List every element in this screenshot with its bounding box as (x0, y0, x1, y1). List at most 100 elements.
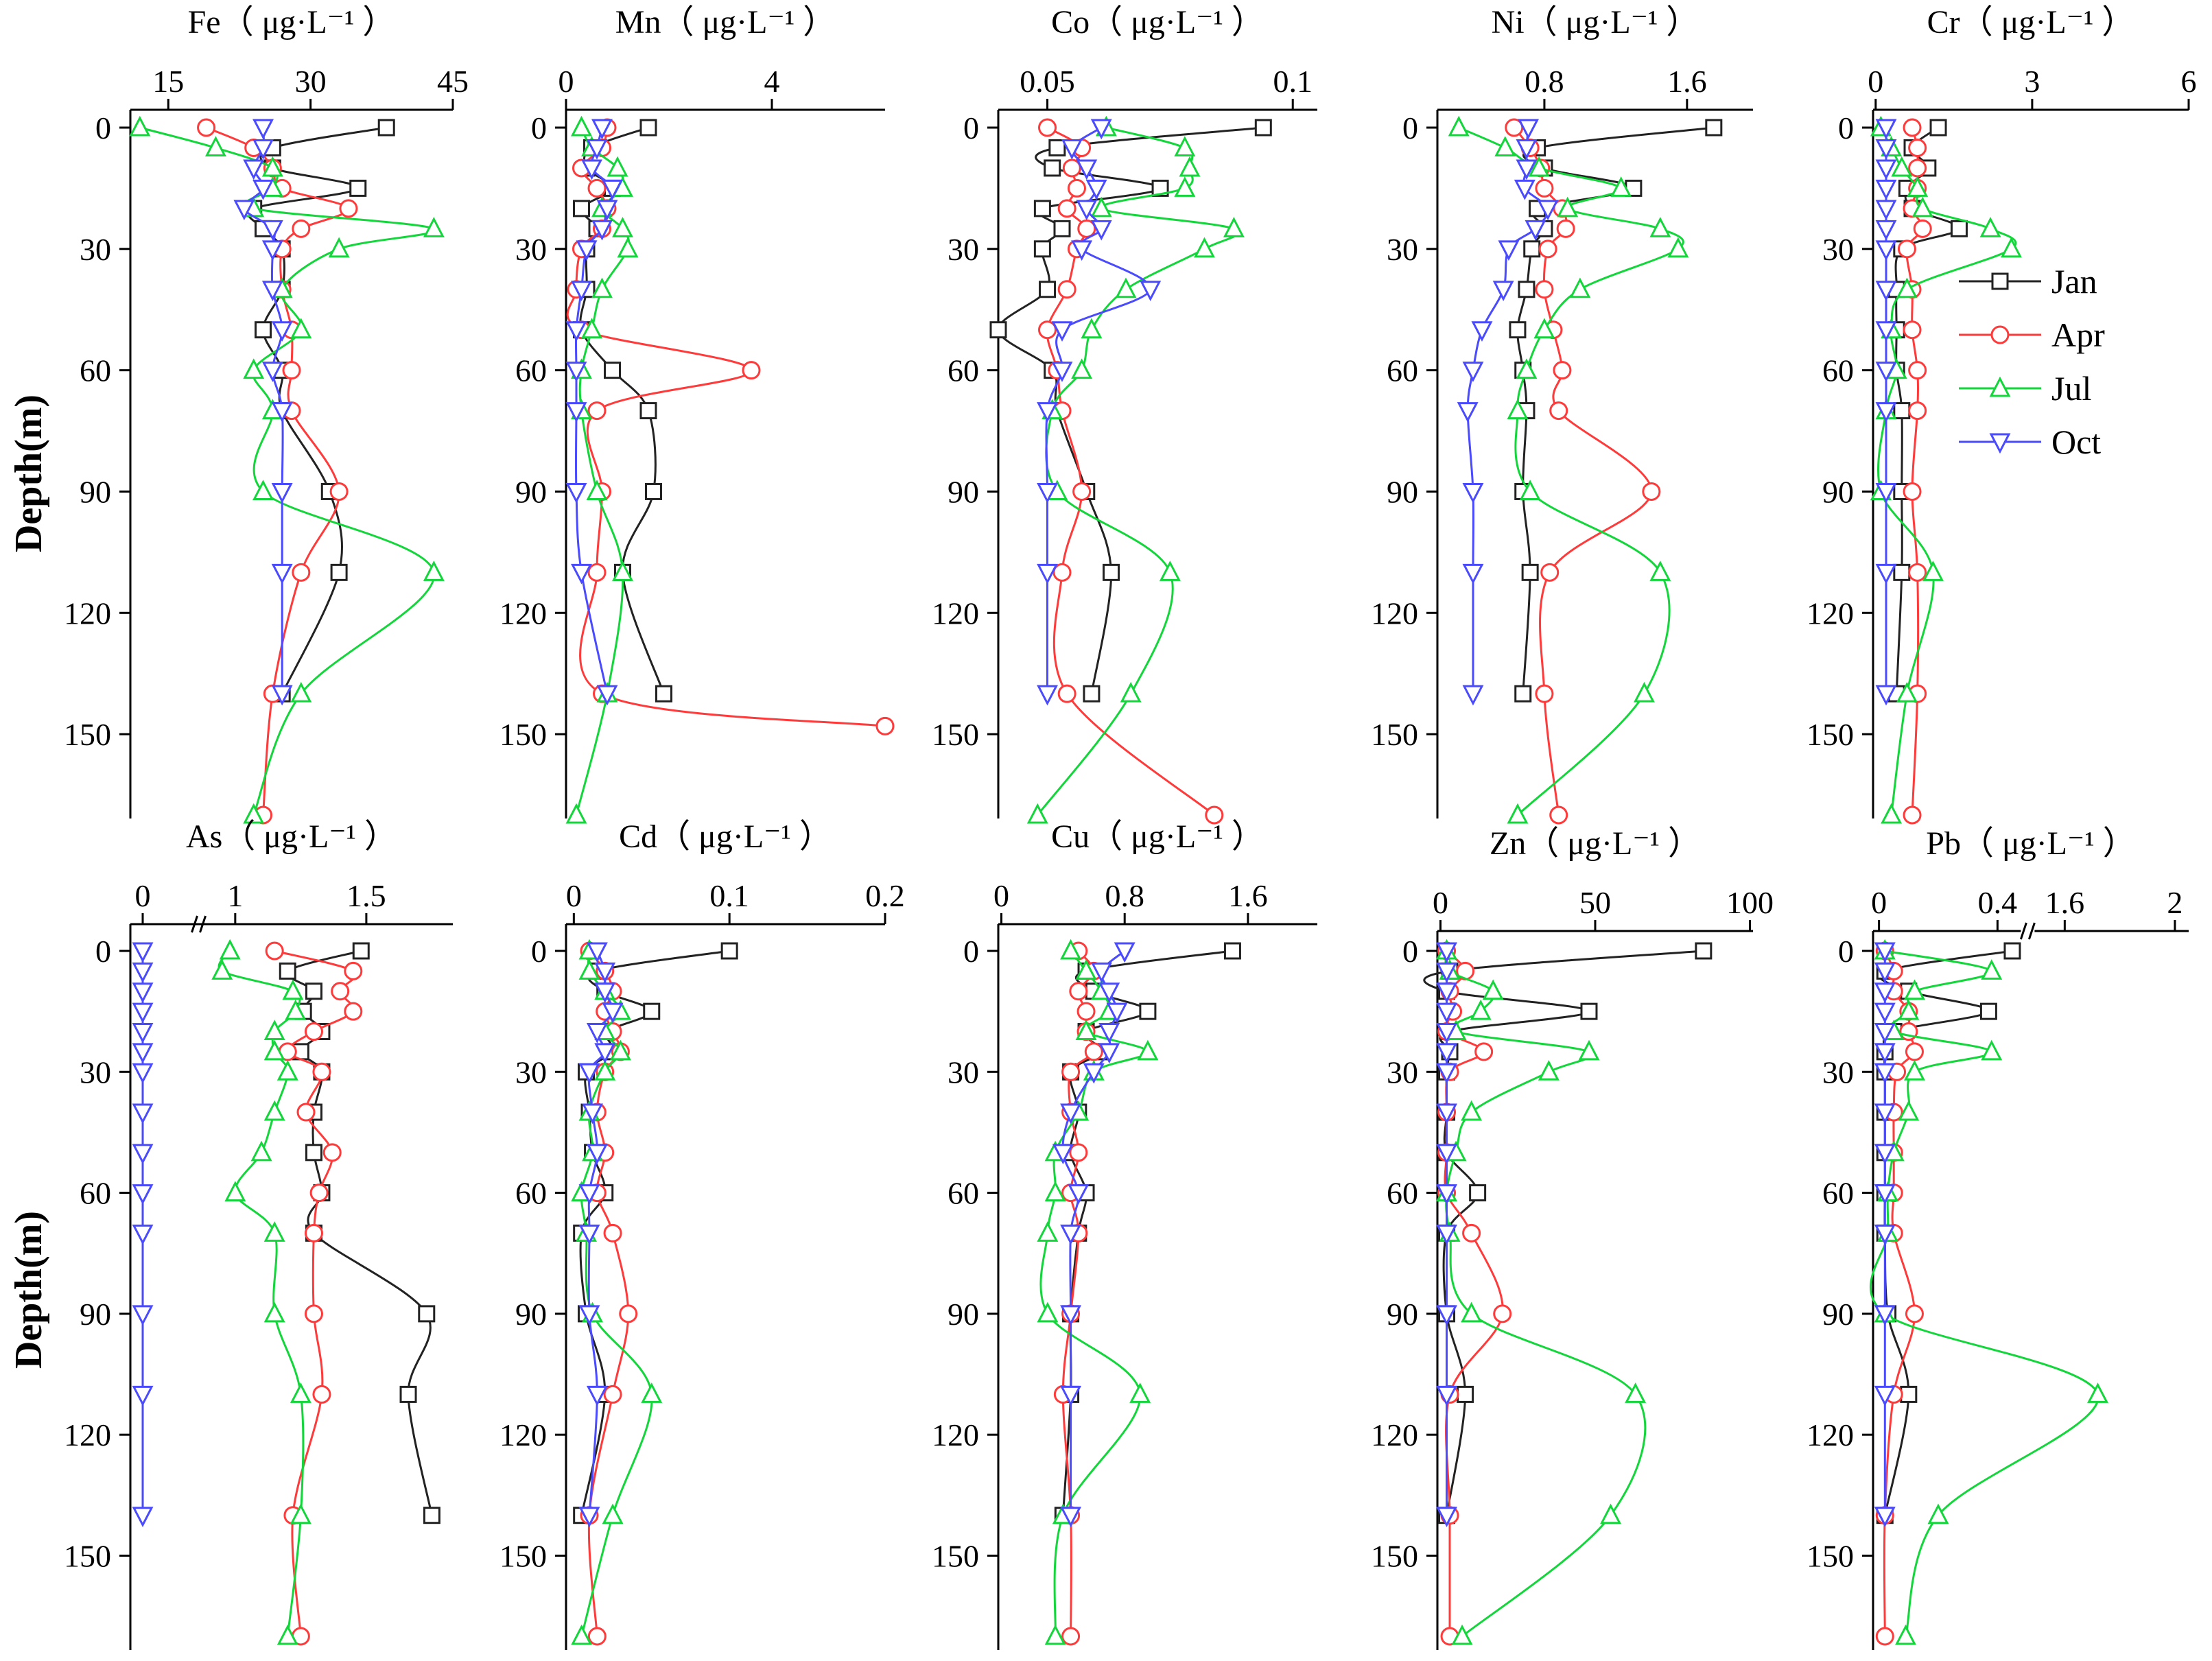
legend: Jan Apr Jul Oct (1959, 262, 2105, 461)
Ni-Jul-point (1610, 176, 1632, 197)
As-Jan-point (423, 1507, 440, 1524)
Ni-Jul-point (1519, 480, 1541, 500)
As-Jul-point (250, 1140, 272, 1162)
Fe-x-tick-label: 15 (152, 64, 184, 99)
Mn-panel-title: Mn（ μg·L⁻¹ ） (615, 4, 836, 40)
Pb-y-tick-label: 150 (1807, 1538, 1854, 1573)
As-Jul-point (285, 999, 307, 1020)
Pb-Oct-point (1874, 962, 1896, 983)
Zn-y-tick-label: 90 (1387, 1297, 1418, 1332)
Fe-y-tick-label: 0 (95, 110, 111, 145)
Co-Oct-point (1076, 200, 1098, 221)
Co-y-tick-label: 30 (948, 232, 979, 267)
Mn-Oct-point (602, 179, 623, 200)
Cu-x-tick-label: 1.6 (1228, 878, 1268, 913)
Cr-panel-title: Cr（ μg·L⁻¹ ） (1927, 4, 2135, 40)
Zn-y-tick-label: 150 (1371, 1538, 1418, 1573)
Cr-Oct-point (1875, 362, 1897, 382)
As-Oct-point (132, 962, 154, 983)
As-Oct-point (132, 1063, 154, 1084)
Pb-y-tick-label: 30 (1822, 1055, 1854, 1089)
Pb-x-tick-label: 1.6 (2045, 885, 2085, 920)
Zn-Jul-point (1461, 1301, 1483, 1323)
As-Jul-point (211, 959, 233, 980)
Co-Jul-point (1090, 196, 1112, 217)
Co-Apr-point (1052, 563, 1072, 582)
Co-x-tick-label: 0.05 (1020, 64, 1075, 99)
Cr-Oct-point (1875, 179, 1897, 200)
Cr-Oct-point (1875, 240, 1897, 261)
Mn-Jan-point (639, 402, 657, 420)
Mn-Oct-point (565, 402, 587, 423)
As-Oct-point (132, 1144, 154, 1165)
Zn-x-tick-label: 100 (1726, 885, 1774, 920)
Mn-y-tick-label: 30 (515, 232, 547, 267)
Ni-Jul-point (1649, 217, 1671, 237)
Co-Jul-point (1159, 561, 1181, 581)
Ni-Oct-point (1516, 139, 1538, 160)
Cr-Jul-point (1911, 196, 1933, 217)
Pb-Jul-point (2087, 1382, 2108, 1403)
Cd-Oct-point (582, 1103, 604, 1124)
Cr-y-tick-label: 30 (1822, 232, 1854, 267)
Fe-Oct-point (252, 179, 274, 200)
Co-Jan-point (1048, 139, 1066, 156)
Ni-Jan-point (1523, 240, 1541, 258)
y-axis-labels: Depth(m) Depth(m) (8, 394, 50, 1369)
As-Oct-point (132, 1507, 154, 1527)
Cd-Apr-point (603, 1385, 622, 1404)
Cu-Oct-point (1060, 1224, 1082, 1245)
Zn-Jan-point (1469, 1184, 1487, 1202)
Ni-Apr-point (1556, 219, 1575, 238)
Fe-Oct-point (261, 240, 283, 261)
Fe-Oct-point (243, 159, 265, 180)
Cu-Jul-point (1075, 1020, 1097, 1041)
As-y-tick-label: 150 (64, 1538, 111, 1573)
Ni-Jul-point (1533, 318, 1555, 339)
Cd-Oct-point (578, 1063, 600, 1084)
As-Jul-point (276, 1624, 298, 1645)
Zn-Oct-point (1436, 1002, 1457, 1024)
Cr-Apr-point (1897, 239, 1916, 259)
Zn-x-tick-label: 50 (1579, 885, 1611, 920)
Pb-y-tick-label: 120 (1807, 1417, 1854, 1452)
Co-y-tick-label: 60 (948, 353, 979, 388)
Co-Jul-point (1174, 136, 1196, 156)
Cr-Apr-point (1913, 219, 1932, 238)
Ni-Oct-point (1518, 119, 1540, 140)
Pb-Jan-point (1900, 1385, 1918, 1403)
Cr-Apr-point (1908, 158, 1927, 178)
Cd-Oct-point (586, 1385, 608, 1406)
Zn-Jul-point (1470, 999, 1492, 1020)
Cu-Oct-point (1091, 962, 1112, 983)
legend-entry-Jul: Jul (1959, 369, 2091, 408)
Ni-Oct-point (1471, 321, 1493, 342)
As-x-tick-label: 1 (227, 878, 243, 913)
Mn-Apr-point (587, 178, 607, 198)
Fe-Apr-point (292, 563, 311, 582)
Cu-panel-title: Cu（ μg·L⁻¹ ） (1051, 818, 1264, 855)
Cd-Apr-point (587, 1627, 607, 1646)
Ni-Jan-point (1509, 321, 1527, 339)
Ni-y-tick-label: 90 (1387, 474, 1418, 509)
Cr-Oct-point (1875, 139, 1897, 160)
As-Jan-point (352, 942, 370, 960)
Cd-y-tick-label: 30 (515, 1055, 547, 1089)
Pb-y-tick-label: 90 (1822, 1297, 1854, 1332)
Cr-Oct-point (1875, 220, 1897, 241)
Zn-Jul-point (1461, 1100, 1483, 1121)
Cu-Jul-point (1137, 1039, 1159, 1061)
As-y-tick-label: 90 (80, 1297, 111, 1332)
Cu-Oct-point (1060, 1507, 1082, 1527)
As-Apr-point (296, 1103, 316, 1122)
Cu-y-tick-label: 60 (948, 1176, 979, 1211)
Pb-Oct-point (1874, 1224, 1896, 1245)
Fe-y-tick-label: 120 (64, 596, 111, 631)
Cd-Oct-point (578, 1305, 600, 1326)
Ni-Jul-line (1458, 126, 1684, 816)
Cd-y-tick-label: 0 (531, 934, 547, 969)
Co-Jul-point (1026, 803, 1048, 824)
Co-Oct-point (1076, 159, 1098, 180)
